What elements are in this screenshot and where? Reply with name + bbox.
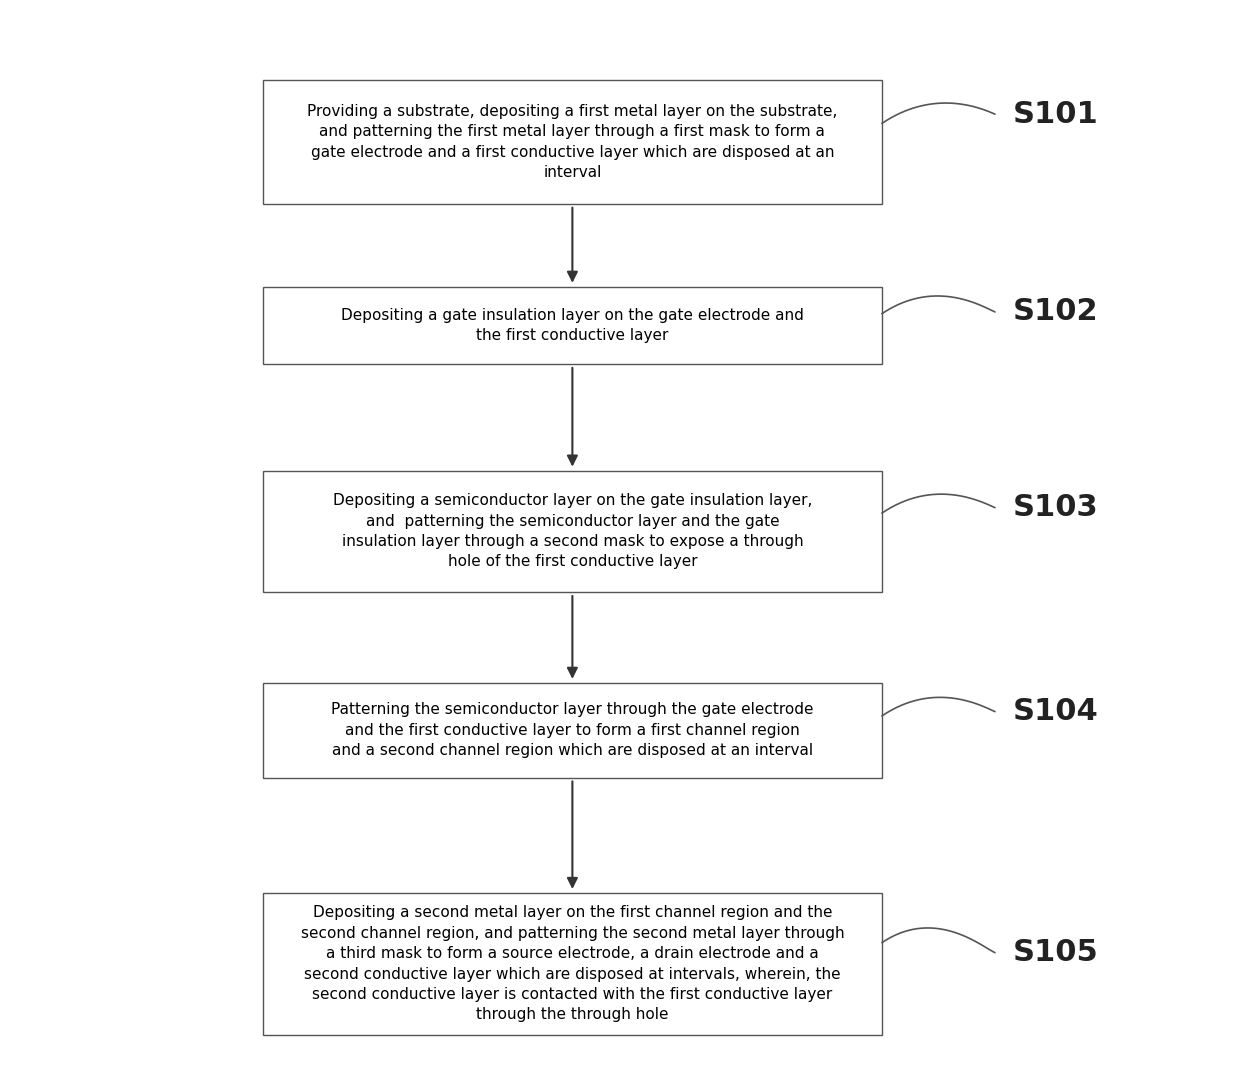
Bar	[263, 286, 882, 364]
Text: S102: S102	[1013, 297, 1099, 326]
Text: Providing a substrate, depositing a first metal layer on the substrate,
and patt: Providing a substrate, depositing a firs…	[308, 104, 837, 180]
Text: S105: S105	[1013, 938, 1099, 967]
Text: Depositing a second metal layer on the first channel region and the
second chann: Depositing a second metal layer on the f…	[300, 906, 844, 1023]
Bar	[263, 471, 882, 592]
Bar	[263, 893, 882, 1035]
Text: Patterning the semiconductor layer through the gate electrode
and the first cond: Patterning the semiconductor layer throu…	[331, 702, 813, 758]
Text: Depositing a gate insulation layer on the gate electrode and
the first conductiv: Depositing a gate insulation layer on th…	[341, 308, 804, 343]
Bar	[263, 682, 882, 778]
Text: Depositing a semiconductor layer on the gate insulation layer,
and  patterning t: Depositing a semiconductor layer on the …	[332, 494, 812, 570]
Text: S103: S103	[1013, 494, 1099, 523]
Bar	[263, 80, 882, 204]
Text: S104: S104	[1013, 697, 1099, 726]
Text: S101: S101	[1013, 100, 1099, 129]
